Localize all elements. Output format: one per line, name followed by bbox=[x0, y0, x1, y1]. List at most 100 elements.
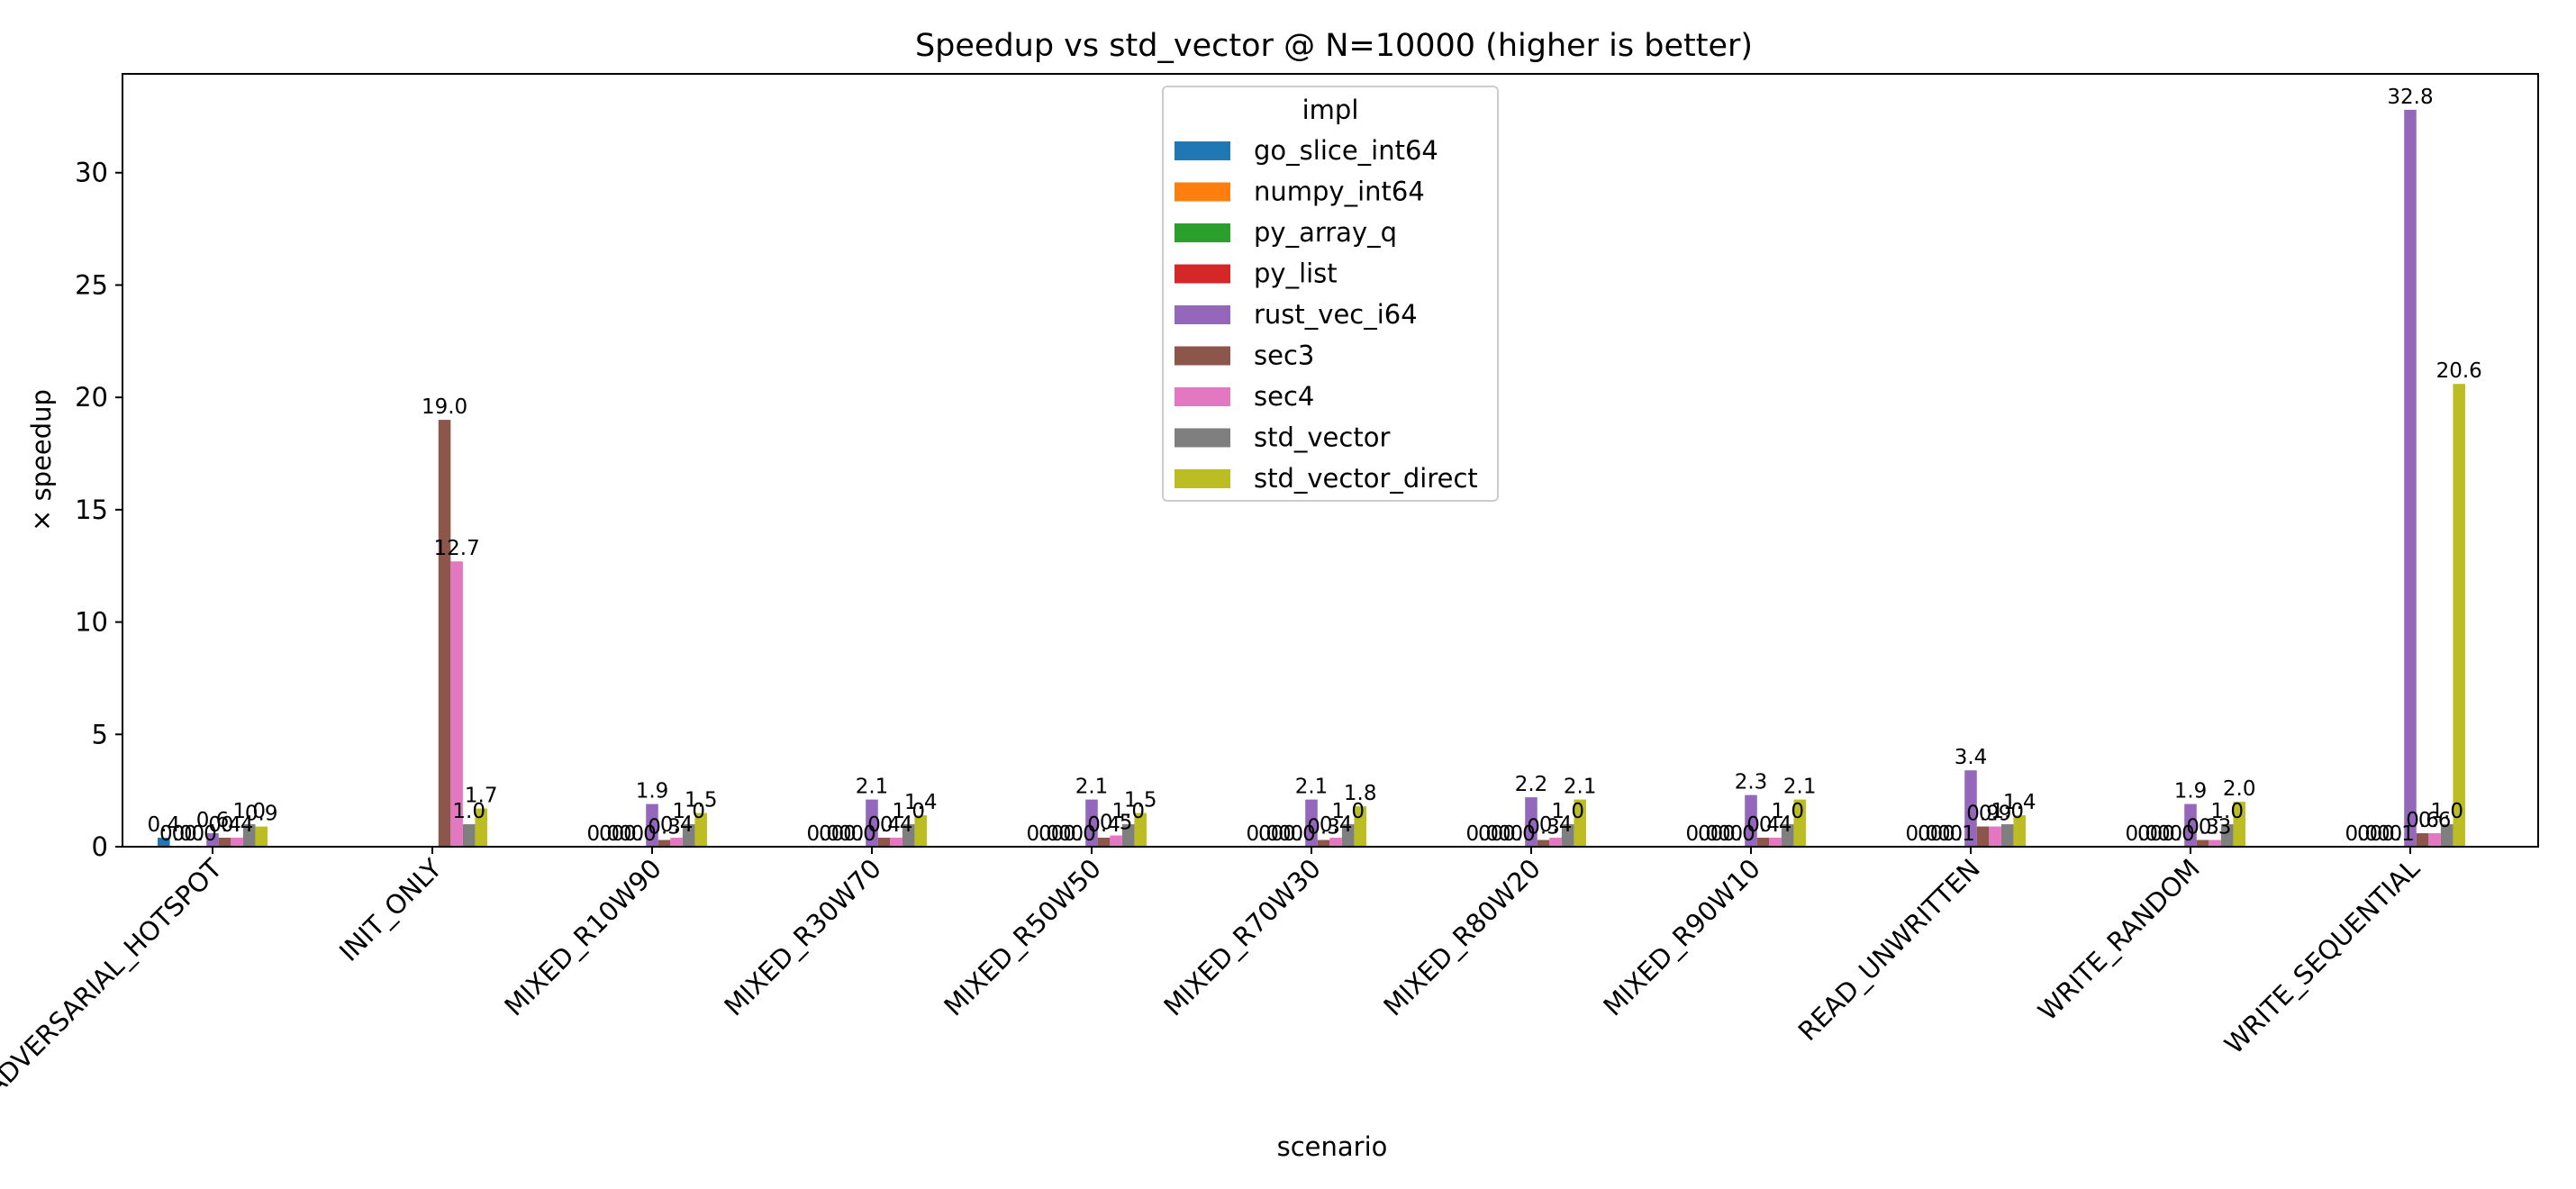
bar-sec3-MIXED_R50W50 bbox=[1097, 838, 1111, 847]
bar-std_vector-WRITE_SEQUENTIAL bbox=[2440, 824, 2454, 847]
bar-value-label: 0.0 bbox=[1039, 822, 1072, 846]
bar-std_vector-MIXED_R50W50 bbox=[1121, 824, 1135, 847]
bar-value-label: 0.4 bbox=[147, 813, 180, 837]
y-axis-label: × speedup bbox=[26, 389, 57, 531]
legend-label-std_vector_direct: std_vector_direct bbox=[1254, 463, 1478, 494]
bar-value-label: 0.4 bbox=[867, 813, 901, 837]
bar-sec4-READ_UNWRITTEN bbox=[1989, 826, 2001, 847]
bar-value-label: 1.0 bbox=[892, 800, 925, 823]
bar-std_vector_direct-MIXED_R70W30 bbox=[1354, 806, 1366, 847]
bar-value-label: 1.0 bbox=[2430, 800, 2463, 823]
legend-title: impl bbox=[1302, 95, 1359, 125]
bar-value-label: 0.0 bbox=[843, 822, 876, 846]
bar-value-label: 2.0 bbox=[2223, 777, 2256, 801]
bar-value-label: 0.3 bbox=[2199, 816, 2232, 840]
bar-value-label: 0.9 bbox=[1979, 803, 2012, 826]
y-tick-label: 10 bbox=[75, 607, 108, 638]
bar-value-label: 0.0 bbox=[1026, 822, 1059, 846]
bar-value-label: 1.0 bbox=[1331, 800, 1365, 823]
bar-std_vector_direct-INIT_ONLY bbox=[475, 808, 487, 847]
y-axis: 0 5 10 15 20 25 30 bbox=[75, 158, 122, 862]
bar-value-label: 0.0 bbox=[1465, 822, 1499, 846]
bar-sec3-WRITE_RANDOM bbox=[2196, 840, 2209, 847]
y-tick-label: 0 bbox=[92, 831, 108, 862]
bar-std_vector-READ_UNWRITTEN bbox=[2000, 824, 2014, 847]
bar-value-label: 0.4 bbox=[1087, 813, 1120, 837]
bar-value-label: 0.0 bbox=[1502, 822, 1536, 846]
bar-value-label: 0.3 bbox=[2186, 816, 2219, 840]
bar-value-label: 0.0 bbox=[1930, 822, 1964, 846]
bar-value-label: 0.4 bbox=[1746, 813, 1780, 837]
bar-sec3-WRITE_SEQUENTIAL bbox=[2416, 833, 2429, 847]
legend-swatch-py_array_q bbox=[1175, 223, 1230, 242]
bar-rust_vec_i64-WRITE_SEQUENTIAL bbox=[2404, 109, 2417, 847]
bar-std_vector_direct-WRITE_SEQUENTIAL bbox=[2453, 384, 2465, 847]
bar-value-label: 1.8 bbox=[1344, 782, 1377, 805]
bar-std_vector_direct-MIXED_R80W20 bbox=[1574, 799, 1586, 847]
bar-value-label: 0.0 bbox=[1283, 822, 1316, 846]
bar-value-label: 1.5 bbox=[1124, 789, 1157, 812]
bar-value-label: 1.0 bbox=[1111, 800, 1145, 823]
legend-label-rust_vec_i64: rust_vec_i64 bbox=[1254, 299, 1418, 330]
bar-rust_vec_i64-WRITE_RANDOM bbox=[2184, 803, 2197, 847]
legend: impl go_slice_int64 numpy_int64 py_array_q… bbox=[1162, 86, 1499, 502]
bar-value-label: 0.0 bbox=[184, 822, 217, 846]
bar-value-label: 1.0 bbox=[232, 800, 266, 823]
bar-value-label: 0.0 bbox=[612, 822, 645, 846]
bar-std_vector_direct-WRITE_RANDOM bbox=[2233, 802, 2245, 847]
bar-value-label: 0.0 bbox=[623, 822, 657, 846]
bar-rust_vec_i64-MIXED_R50W50 bbox=[1085, 799, 1098, 847]
bar-value-label: 0.0 bbox=[1918, 822, 1951, 846]
bar-rust_vec_i64-READ_UNWRITTEN bbox=[1964, 770, 1977, 847]
bar-sec4-MIXED_R80W20 bbox=[1549, 838, 1562, 847]
y-tick-label: 30 bbox=[75, 158, 108, 188]
legend-swatch-std_vector_direct bbox=[1175, 469, 1230, 488]
bar-value-label: 20.6 bbox=[2436, 359, 2482, 383]
bar-sec4-ADVERSARIAL_HOTSPOT bbox=[231, 838, 243, 847]
bar-rust_vec_i64-ADVERSARIAL_HOTSPOT bbox=[206, 833, 219, 847]
bar-std_vector-MIXED_R10W90 bbox=[682, 824, 695, 847]
bar-labels-layer: 0.4 0.0 0.0 0.0 0.0 0.0 0.0 0.0 0.0 0.00.0 0.0 0.0 0… bbox=[147, 86, 2481, 846]
bar-sec4-MIXED_R50W50 bbox=[1110, 835, 1122, 847]
legend-swatch-py_list bbox=[1175, 264, 1230, 284]
bar-value-label: 2.2 bbox=[1515, 773, 1548, 796]
bar-sec3-MIXED_R30W70 bbox=[877, 838, 891, 847]
bar-sec3-READ_UNWRITTEN bbox=[1976, 826, 1990, 847]
bar-value-label: 0.0 bbox=[1051, 822, 1084, 846]
bar-go_slice_int64-ADVERSARIAL_HOTSPOT bbox=[158, 838, 170, 847]
bar-value-label: 0.0 bbox=[586, 822, 620, 846]
bar-value-label: 2.1 bbox=[1783, 776, 1817, 799]
bar-value-label: 0.3 bbox=[648, 816, 681, 840]
bar-value-label: 1.0 bbox=[1771, 800, 1804, 823]
legend-swatch-go_slice_int64 bbox=[1175, 141, 1230, 160]
bar-value-label: 0.3 bbox=[1307, 816, 1340, 840]
bar-value-label: 0.0 bbox=[159, 822, 193, 846]
bar-rust_vec_i64-MIXED_R80W20 bbox=[1525, 797, 1537, 847]
bar-value-label: 0.0 bbox=[1491, 822, 1524, 846]
bar-value-label: 0.4 bbox=[208, 813, 241, 837]
y-tick-label: 25 bbox=[75, 269, 108, 300]
bar-value-label: 0.4 bbox=[1759, 813, 1792, 837]
bar-value-label: 0.0 bbox=[1685, 822, 1719, 846]
legend-label-sec3: sec3 bbox=[1254, 340, 1314, 371]
bar-sec4-WRITE_SEQUENTIAL bbox=[2428, 833, 2441, 847]
bar-value-label: 0.0 bbox=[1246, 822, 1279, 846]
bar-value-label: 1.4 bbox=[2003, 791, 2036, 814]
bar-rust_vec_i64-MIXED_R90W10 bbox=[1745, 794, 1757, 847]
bar-value-label: 1.0 bbox=[672, 800, 705, 823]
bar-value-label: 0.4 bbox=[1320, 813, 1353, 837]
legend-label-go_slice_int64: go_slice_int64 bbox=[1254, 135, 1438, 166]
legend-label-std_vector: std_vector bbox=[1254, 422, 1390, 453]
bars-layer bbox=[158, 109, 2465, 847]
legend-swatch-sec3 bbox=[1175, 346, 1230, 366]
bar-value-label: 0.0 bbox=[1710, 822, 1744, 846]
bar-sec3-MIXED_R10W90 bbox=[658, 840, 671, 847]
bar-value-label: 0.3 bbox=[1527, 816, 1560, 840]
bar-std_vector_direct-ADVERSARIAL_HOTSPOT bbox=[255, 826, 268, 847]
legend-label-py_array_q: py_array_q bbox=[1254, 217, 1397, 248]
y-tick-label: 5 bbox=[92, 719, 108, 749]
bar-value-label: 1.9 bbox=[2174, 780, 2208, 803]
legend-label-py_list: py_list bbox=[1254, 259, 1338, 289]
bar-sec3-ADVERSARIAL_HOTSPOT bbox=[218, 838, 231, 847]
